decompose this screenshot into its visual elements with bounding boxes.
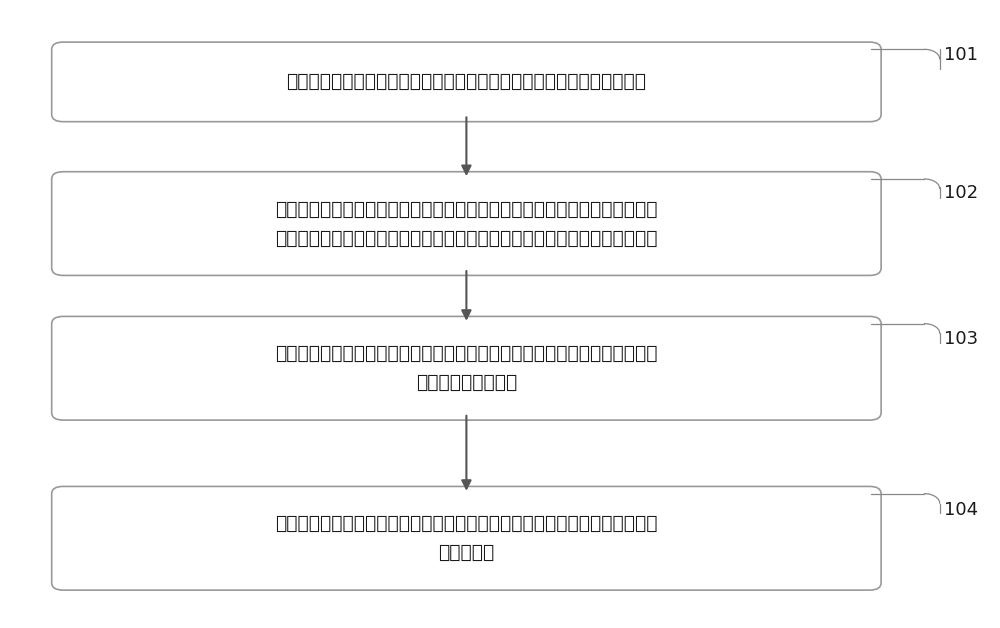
Text: 101: 101	[944, 46, 978, 64]
FancyBboxPatch shape	[52, 42, 881, 122]
FancyBboxPatch shape	[52, 487, 881, 590]
Text: 102: 102	[944, 185, 978, 202]
Text: 个独立的偏振通道中: 个独立的偏振通道中	[416, 373, 517, 392]
Text: 104: 104	[944, 501, 978, 519]
Text: 色全息图像: 色全息图像	[438, 543, 495, 562]
FancyBboxPatch shape	[52, 317, 881, 420]
Text: 103: 103	[944, 330, 978, 349]
Text: 度的纳米结构单元构造位置各异的琼斯矩阵，完成三个独立面相位分布的编码: 度的纳米结构单元构造位置各异的琼斯矩阵，完成三个独立面相位分布的编码	[275, 229, 658, 247]
Text: 将所述三原色灰度图像通过预补偿算法匹配所述偏振通道中的信息，得到全彩: 将所述三原色灰度图像通过预补偿算法匹配所述偏振通道中的信息，得到全彩	[275, 514, 658, 533]
Text: 通过在介质衬底上按周期排布不同所述长轴尺寸、所述短轴尺寸和所述面内角: 通过在介质衬底上按周期排布不同所述长轴尺寸、所述短轴尺寸和所述面内角	[275, 200, 658, 219]
Text: 获取纳米柱的长轴尺寸、短轴尺寸以及纳米柱在介质衬底表面的面内角度: 获取纳米柱的长轴尺寸、短轴尺寸以及纳米柱在介质衬底表面的面内角度	[286, 72, 646, 92]
FancyBboxPatch shape	[52, 171, 881, 276]
Text: 将三原色灰度图像信息通过全息相位恢复算法计算得到相位分布，并耦合到三: 将三原色灰度图像信息通过全息相位恢复算法计算得到相位分布，并耦合到三	[275, 344, 658, 363]
